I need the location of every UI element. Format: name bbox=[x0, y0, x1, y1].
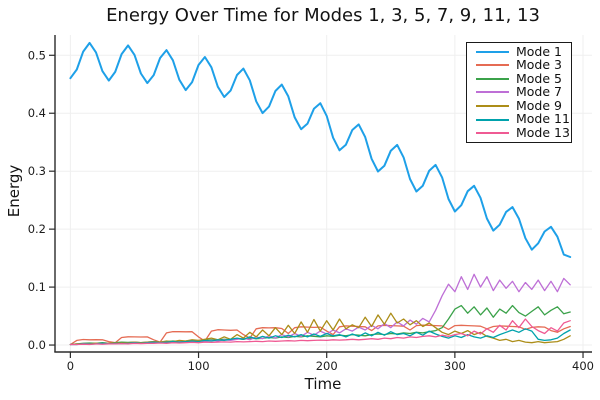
legend-line-sample bbox=[476, 50, 509, 53]
legend-entry: Mode 11 bbox=[476, 111, 570, 127]
x-tick-label: 200 bbox=[316, 359, 338, 373]
y-tick-label: 0.2 bbox=[28, 222, 46, 236]
x-tick-label: 400 bbox=[572, 359, 594, 373]
legend-label: Mode 1 bbox=[516, 43, 562, 59]
y-tick-label: 0.1 bbox=[28, 280, 46, 294]
legend-entry: Mode 1 bbox=[476, 45, 569, 58]
y-tick-label: 0.0 bbox=[28, 338, 46, 352]
legend-line-sample bbox=[476, 77, 509, 80]
y-tick-label: 0.5 bbox=[28, 48, 46, 62]
legend-entry: Mode 3 bbox=[476, 59, 569, 72]
y-tick-label: 0.4 bbox=[28, 106, 46, 120]
legend-label: Mode 3 bbox=[516, 57, 562, 73]
series-line-mode-13 bbox=[69, 318, 571, 346]
series-line-mode-3 bbox=[69, 324, 571, 346]
legend-entry: Mode 9 bbox=[476, 97, 569, 113]
legend: Mode 1 Mode 3 Mode 5 Mode 7 Mode 9 Mode 11 Mod… bbox=[466, 42, 572, 143]
legend-label: Mode 5 bbox=[516, 70, 562, 86]
legend-line-sample bbox=[476, 105, 509, 108]
x-tick-label: 100 bbox=[188, 359, 210, 373]
legend-line-sample bbox=[476, 64, 509, 67]
chart-title: Energy Over Time for Modes 1, 3, 5, 7, 9… bbox=[106, 5, 540, 26]
series-line-mode-1 bbox=[69, 41, 572, 258]
legend-line-sample bbox=[476, 91, 509, 94]
y-tick-label: 0.3 bbox=[28, 164, 46, 178]
series-line-mode-7 bbox=[69, 273, 571, 346]
legend-entry: Mode 7 bbox=[476, 86, 569, 99]
series-line-mode-11 bbox=[69, 328, 571, 346]
legend-label: Mode 7 bbox=[516, 84, 562, 100]
y-axis-label: Energy bbox=[5, 164, 23, 218]
x-tick-label: 0 bbox=[67, 359, 74, 373]
legend-label: Mode 9 bbox=[516, 97, 562, 113]
x-tick-label: 300 bbox=[444, 359, 466, 373]
legend-entry: Mode 5 bbox=[476, 72, 569, 85]
x-axis-label: Time bbox=[304, 375, 342, 393]
legend-line-sample bbox=[476, 118, 509, 121]
legend-line-sample bbox=[476, 132, 509, 135]
legend-label: Mode 13 bbox=[516, 124, 570, 140]
legend-label: Mode 11 bbox=[516, 111, 570, 127]
legend-entry: Mode 13 bbox=[476, 124, 570, 140]
